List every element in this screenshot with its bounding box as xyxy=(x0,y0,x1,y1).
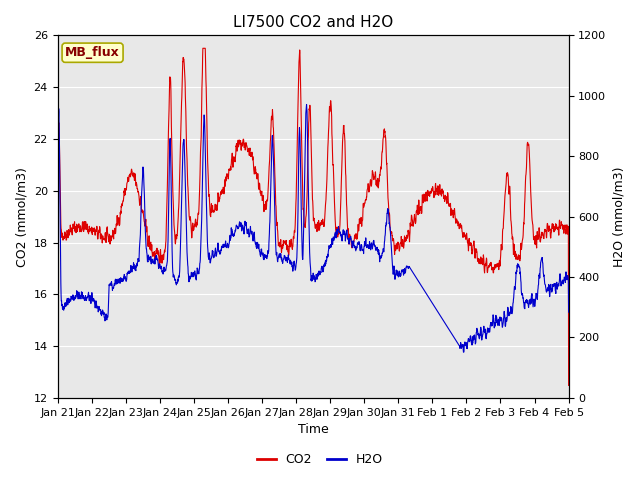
X-axis label: Time: Time xyxy=(298,423,328,436)
Y-axis label: CO2 (mmol/m3): CO2 (mmol/m3) xyxy=(15,167,28,266)
Y-axis label: H2O (mmol/m3): H2O (mmol/m3) xyxy=(612,167,625,267)
Legend: CO2, H2O: CO2, H2O xyxy=(252,448,388,471)
Text: MB_flux: MB_flux xyxy=(65,46,120,59)
Title: LI7500 CO2 and H2O: LI7500 CO2 and H2O xyxy=(233,15,393,30)
